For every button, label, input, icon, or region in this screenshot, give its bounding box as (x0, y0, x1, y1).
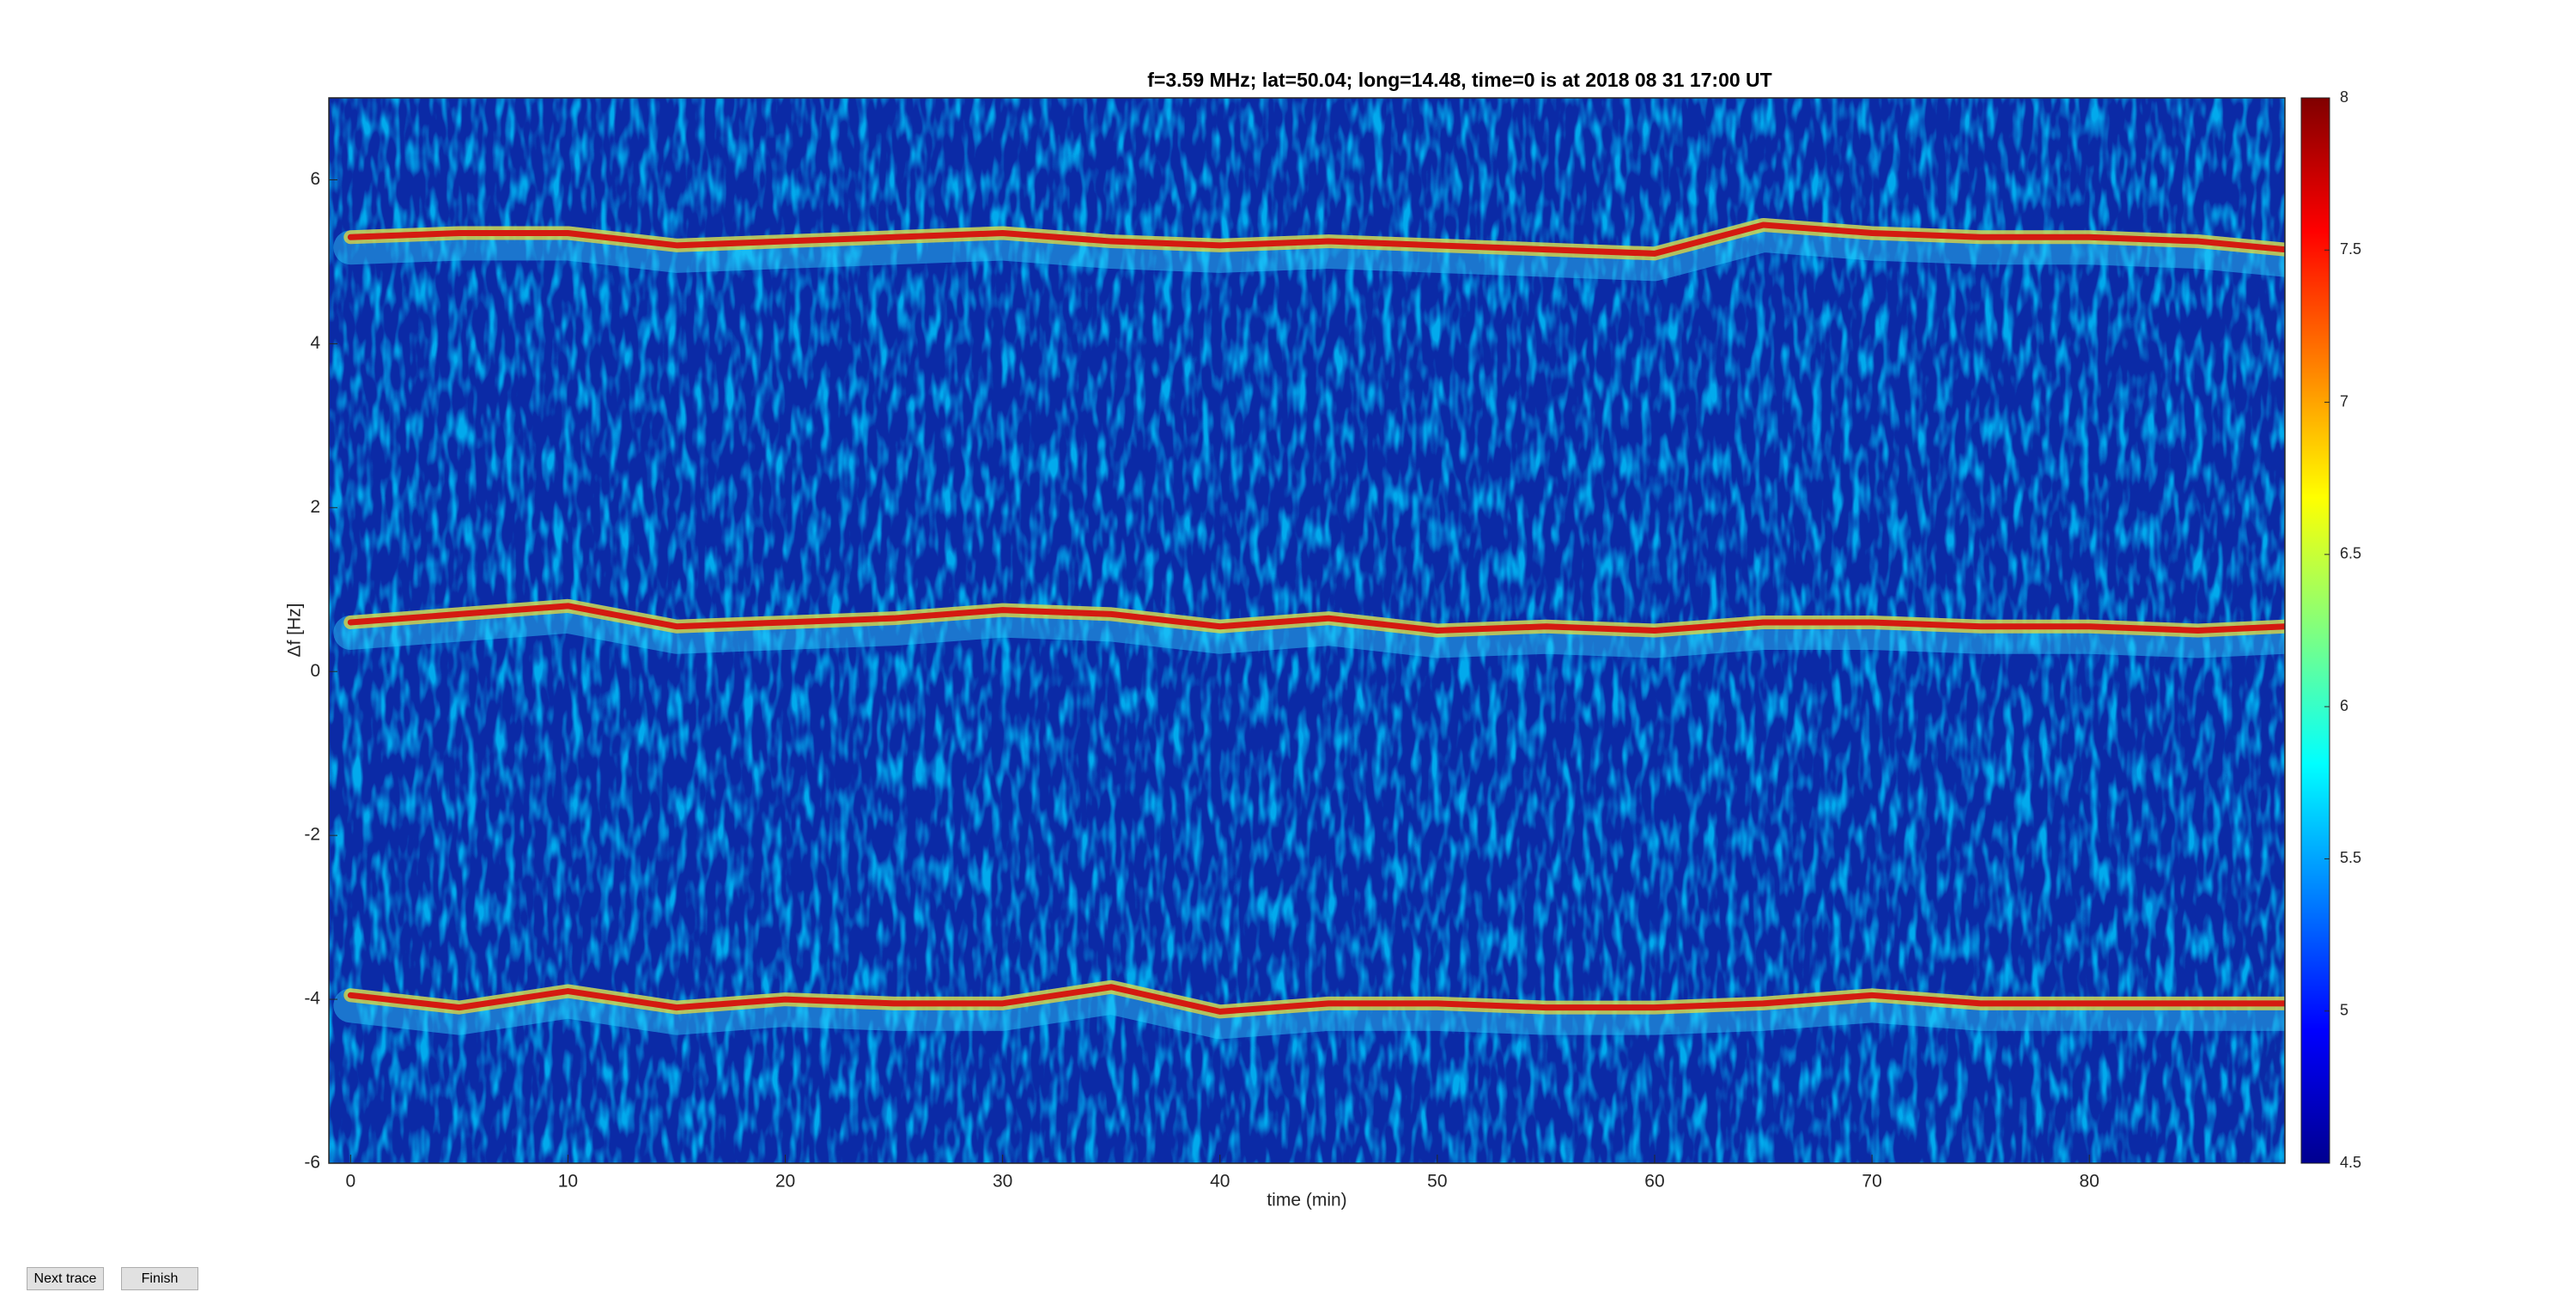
colorbar-tick-label: 8 (2340, 88, 2348, 106)
colorbar-tick-label: 6.5 (2340, 545, 2361, 562)
colorbar-tick-label: 6 (2340, 697, 2348, 714)
y-axis-label: Δf [Hz] (285, 603, 305, 657)
y-tick-label: -6 (304, 1153, 320, 1173)
x-tick-label: 80 (2080, 1172, 2099, 1192)
y-tick-label: 6 (310, 169, 320, 189)
trace-line (347, 984, 2285, 1015)
y-tick-label: -2 (304, 825, 320, 845)
y-tick-label: 2 (310, 497, 320, 517)
chart-title: f=3.59 MHz; lat=50.04; long=14.48, time=… (1147, 69, 1771, 91)
x-tick-label: 20 (775, 1172, 795, 1192)
finish-button[interactable]: Finish (121, 1267, 198, 1290)
trace-line (347, 221, 2285, 257)
colorbar-tick-label: 4.5 (2340, 1154, 2361, 1171)
trace-halo (333, 598, 2285, 658)
trace-line (347, 603, 2285, 634)
x-tick-label: 10 (558, 1172, 578, 1192)
x-tick-label: 60 (1644, 1172, 1664, 1192)
y-tick-label: 0 (310, 661, 320, 681)
trace-halo (333, 980, 2285, 1040)
colorbar-tick-label: 5 (2340, 1001, 2348, 1018)
trace-halo (333, 217, 2285, 282)
traces (333, 217, 2285, 1040)
figure: f=3.59 MHz; lat=50.04; long=14.48, time=… (285, 69, 2361, 1210)
y-tick-label: 4 (310, 333, 320, 353)
y-tick-label: -4 (304, 989, 320, 1009)
plot-frame (328, 97, 2286, 1164)
next-trace-button[interactable]: Next trace (27, 1267, 104, 1290)
colorbar-tick-label: 5.5 (2340, 849, 2361, 866)
x-tick-label: 0 (345, 1172, 355, 1192)
x-tick-label: 30 (993, 1172, 1012, 1192)
x-axis-label: time (min) (1267, 1191, 1346, 1210)
colorbar-tick-label: 7 (2340, 392, 2348, 409)
x-tick-label: 50 (1427, 1172, 1447, 1192)
x-tick-label: 70 (1862, 1172, 1881, 1192)
x-tick-label: 40 (1210, 1172, 1230, 1192)
colorbar-tick-label: 7.5 (2340, 240, 2361, 258)
colorbar (2300, 97, 2330, 1164)
